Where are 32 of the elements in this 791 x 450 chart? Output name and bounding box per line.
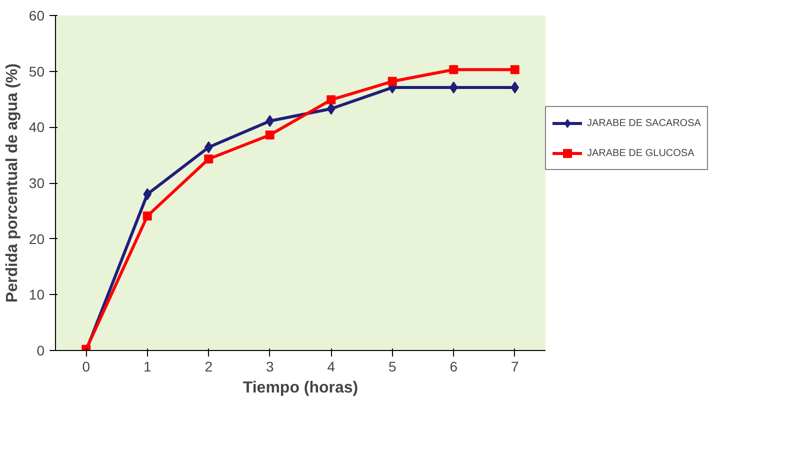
y-tick-label: 60: [28, 8, 45, 24]
point: [449, 65, 458, 74]
point: [266, 115, 274, 128]
y-tick-label: 40: [28, 119, 45, 136]
y-tick-label: 30: [28, 175, 45, 191]
point: [204, 141, 213, 154]
x-axis-title: Tiempo (horas): [242, 380, 358, 396]
x-tick-label: 0: [82, 358, 90, 374]
y-tick-label: 20: [28, 230, 45, 247]
legend-label: JARABE DE SACAROSA: [587, 118, 701, 128]
point: [265, 130, 274, 140]
x-tick-label: 2: [204, 358, 213, 374]
point: [142, 211, 152, 220]
point: [326, 95, 336, 104]
point: [510, 82, 520, 94]
x-tick-label: 1: [143, 358, 152, 374]
point: [143, 188, 152, 200]
y-tick-label: 0: [36, 342, 45, 358]
legend-label: JARABE DE GLUCOSA: [587, 148, 694, 158]
point: [388, 76, 397, 86]
x-tick-label: 3: [266, 358, 274, 374]
y-tick-label: 50: [28, 63, 45, 80]
y-tick-label: 10: [28, 286, 45, 303]
point: [204, 154, 214, 164]
x-tick-label: 4: [327, 358, 336, 374]
x-tick-label: 6: [450, 358, 458, 374]
point: [510, 65, 520, 74]
point: [449, 82, 458, 94]
x-tick-label: 5: [388, 358, 396, 374]
x-tick-label: 7: [510, 358, 519, 374]
y-axis-title: Perdida porcentual de agua (%): [4, 63, 21, 303]
point: [326, 102, 336, 115]
